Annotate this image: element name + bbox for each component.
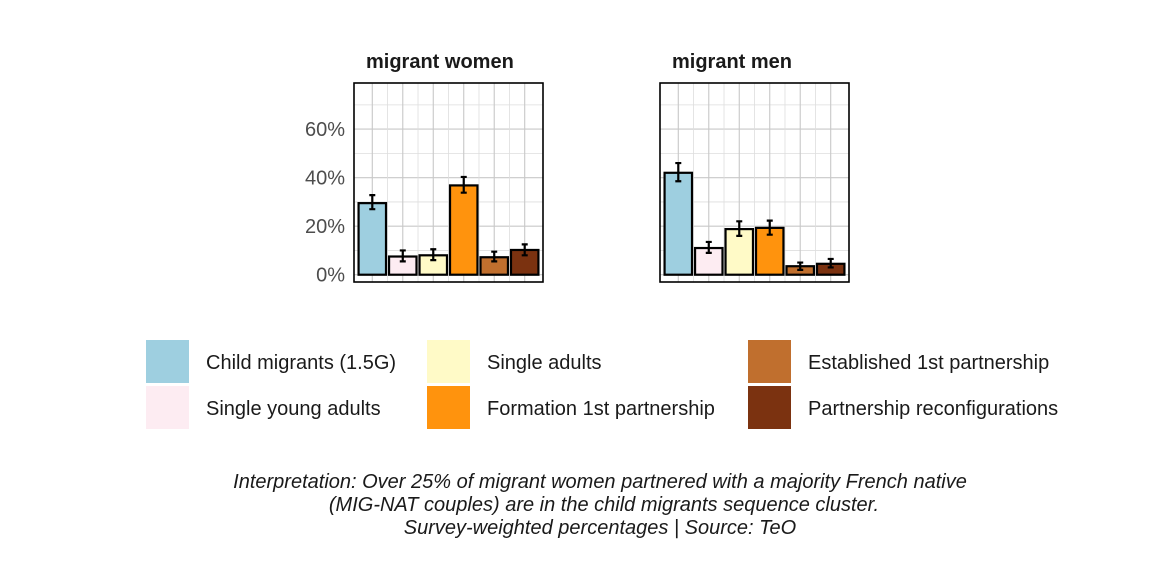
legend-key (748, 340, 791, 383)
legend-key (146, 386, 189, 429)
legend-key (427, 386, 470, 429)
legend-label: Single adults (487, 352, 602, 374)
caption: Interpretation: Over 25% of migrant wome… (233, 471, 967, 539)
legend-key (146, 340, 189, 383)
error-bar (675, 161, 682, 183)
caption-line-1: Interpretation: Over 25% of migrant wome… (233, 471, 967, 493)
bar (448, 184, 479, 276)
legend-label: Established 1st partnership (808, 352, 1049, 374)
legend-item: Partnership reconfigurations (748, 386, 1058, 429)
legend: Child migrants (1.5G) Single young adults… (146, 340, 1058, 429)
error-bar (369, 194, 376, 211)
caption-line-3: Survey-weighted percentages | Source: Te… (404, 517, 796, 539)
error-bar (827, 257, 834, 269)
error-bar (521, 243, 528, 257)
error-bar (766, 219, 773, 236)
legend-item: Single adults (427, 340, 602, 383)
legend-item: Formation 1st partnership (427, 386, 715, 429)
panel-border (659, 82, 850, 283)
error-bar (460, 175, 467, 194)
y-tick-label: 60% (305, 119, 345, 141)
facet-panel: migrant men (659, 51, 850, 283)
facet-panels: migrant women migrant men (353, 51, 850, 283)
y-tick-label: 40% (305, 168, 345, 190)
legend-label: Partnership reconfigurations (808, 398, 1058, 420)
legend-key (748, 386, 791, 429)
legend-label: Single young adults (206, 398, 381, 420)
legend-item: Single young adults (146, 386, 381, 429)
y-axis: 0% 20% 40% 60% (305, 119, 345, 287)
error-bar (797, 261, 804, 271)
legend-label: Child migrants (1.5G) (206, 352, 396, 374)
bar (357, 202, 388, 276)
y-tick-label: 20% (305, 216, 345, 238)
facet-title: migrant men (672, 51, 792, 73)
error-bar (430, 248, 437, 262)
bar (663, 171, 694, 276)
legend-item: Established 1st partnership (748, 340, 1049, 383)
error-bar (491, 250, 498, 263)
error-bar (399, 249, 406, 263)
legend-label: Formation 1st partnership (487, 398, 715, 420)
legend-item: Child migrants (1.5G) (146, 340, 396, 383)
facet-title: migrant women (366, 51, 514, 73)
facet-panel: migrant women (353, 51, 544, 283)
error-bar (705, 240, 712, 254)
error-bar (736, 220, 743, 237)
legend-key (427, 340, 470, 383)
panel-border (353, 82, 544, 283)
caption-line-2: (MIG-NAT couples) are in the child migra… (329, 494, 879, 516)
y-tick-label: 0% (316, 265, 345, 287)
